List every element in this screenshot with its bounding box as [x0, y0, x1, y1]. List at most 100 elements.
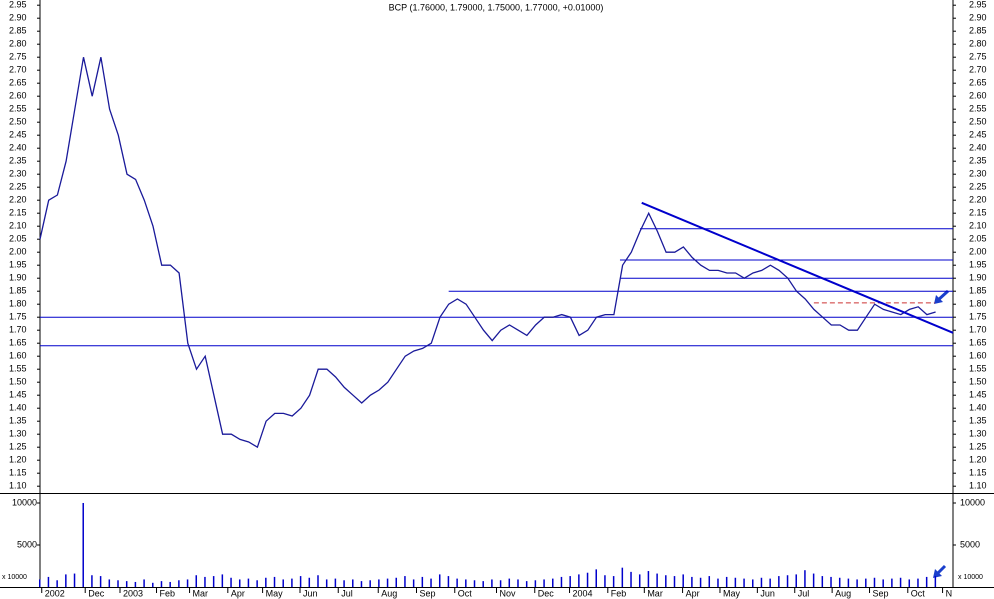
y-tick-label: 1.55	[969, 364, 987, 374]
y-tick-label: 1.70	[9, 325, 27, 335]
y-tick-label: 1.20	[969, 455, 987, 465]
y-tick-label: 1.35	[969, 416, 987, 426]
volume-bar	[882, 579, 884, 587]
y-tick-label: 1.90	[9, 273, 27, 283]
volume-bar	[525, 581, 528, 587]
y-tick-label: 1.90	[969, 273, 987, 283]
trend-line	[641, 201, 954, 334]
x-tick-label: Aug	[381, 588, 397, 598]
volume-bar	[552, 578, 554, 587]
arrow-icon	[933, 564, 947, 578]
y-tick-label: 2.45	[969, 130, 987, 140]
y-tick-label: 1.95	[969, 260, 987, 270]
x-tick-label: Dec	[88, 588, 105, 598]
y-tick-label: 2.45	[9, 130, 27, 140]
volume-bar	[743, 578, 745, 587]
y-tick-label: 2.80	[9, 39, 27, 49]
volume-bar	[421, 576, 424, 587]
y-tick-label: 1.25	[9, 442, 27, 452]
volume-bar	[308, 577, 311, 587]
volume-tick-label: 10000	[960, 497, 985, 507]
volume-bar	[578, 574, 580, 587]
y-tick-label: 1.65	[969, 338, 987, 348]
x-tick-label: Nov	[500, 588, 517, 598]
x-tick-label: Mar	[193, 588, 209, 598]
volume-bar	[291, 578, 293, 587]
x-tick-label: Apr	[686, 588, 700, 598]
y-tick-label: 2.80	[969, 39, 987, 49]
volume-bar	[282, 579, 284, 587]
volume-bar	[856, 579, 858, 587]
chart-title: BCP (1.76000, 1.79000, 1.75000, 1.77000,…	[389, 2, 604, 12]
volume-bar	[725, 576, 728, 587]
x-tick-label: Apr	[231, 588, 245, 598]
volume-bar	[473, 580, 476, 587]
volume-bar	[717, 578, 719, 587]
volume-bar	[499, 580, 502, 587]
volume-bar	[352, 579, 354, 587]
volume-bar	[804, 570, 806, 587]
y-tick-label: 2.15	[9, 208, 27, 218]
volume-bar	[256, 580, 258, 587]
volume-bar	[456, 578, 458, 587]
y-tick-label: 2.50	[969, 117, 987, 127]
volume-bar	[360, 581, 363, 587]
y-tick-label: 2.40	[969, 143, 987, 153]
x-tick-label: Oct	[458, 588, 473, 598]
y-tick-label: 1.10	[969, 481, 987, 491]
volume-bar	[786, 575, 789, 587]
x-tick-label: Dec	[538, 588, 555, 598]
volume-bar	[204, 576, 206, 587]
volume-bar	[56, 580, 58, 587]
volume-bar	[604, 575, 606, 587]
y-tick-label: 1.75	[969, 312, 987, 322]
volume-bar	[134, 581, 137, 587]
y-tick-label: 2.00	[9, 247, 27, 257]
y-tick-label: 1.85	[969, 286, 987, 296]
y-tick-label: 1.50	[969, 377, 987, 387]
y-tick-label: 1.70	[969, 325, 987, 335]
volume-bar	[665, 575, 667, 587]
y-tick-label: 1.30	[9, 429, 27, 439]
x-tick-label: 2003	[123, 588, 143, 598]
volume-bar	[395, 577, 398, 587]
volume-bar	[647, 571, 650, 587]
volume-bar	[838, 577, 841, 587]
volume-bar	[682, 574, 684, 587]
volume-bar	[430, 578, 432, 587]
volume-bar	[334, 578, 337, 587]
volume-bar	[873, 577, 876, 587]
volume-bar	[638, 574, 641, 587]
y-tick-label: 2.30	[969, 169, 987, 179]
volume-bar	[534, 580, 537, 587]
volume-bar	[465, 579, 467, 587]
volume-bar	[925, 576, 928, 587]
volume-bar	[691, 576, 693, 587]
y-tick-label: 2.55	[969, 104, 987, 114]
volume-bar	[543, 579, 545, 587]
y-tick-label: 2.70	[969, 65, 987, 75]
volume-bar	[699, 577, 702, 587]
y-tick-label: 2.35	[9, 156, 27, 166]
volume-bar	[273, 576, 276, 587]
arrow-icon	[934, 289, 950, 304]
volume-bar	[378, 579, 380, 587]
y-tick-label: 2.90	[9, 13, 27, 23]
volume-bar	[247, 578, 250, 587]
volume-bar	[491, 579, 493, 587]
volume-bar	[865, 578, 867, 587]
x-tick-label: 2002	[45, 588, 65, 598]
volume-bar	[91, 575, 93, 587]
volume-unit-label: x 10000	[958, 574, 983, 581]
y-tick-label: 2.20	[969, 195, 987, 205]
y-tick-label: 2.10	[9, 221, 27, 231]
volume-bar	[917, 578, 919, 587]
volume-bar	[73, 573, 76, 587]
volume-bar	[934, 576, 937, 587]
y-tick-label: 2.75	[9, 52, 27, 62]
y-tick-label: 2.25	[9, 182, 27, 192]
y-tick-label: 1.20	[9, 455, 27, 465]
y-tick-label: 1.75	[9, 312, 27, 322]
